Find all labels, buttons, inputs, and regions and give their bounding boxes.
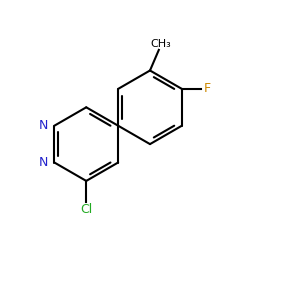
Text: F: F xyxy=(203,82,211,95)
Text: N: N xyxy=(38,156,48,169)
Text: Cl: Cl xyxy=(80,203,92,216)
Text: CH₃: CH₃ xyxy=(150,39,171,49)
Text: N: N xyxy=(38,119,48,132)
